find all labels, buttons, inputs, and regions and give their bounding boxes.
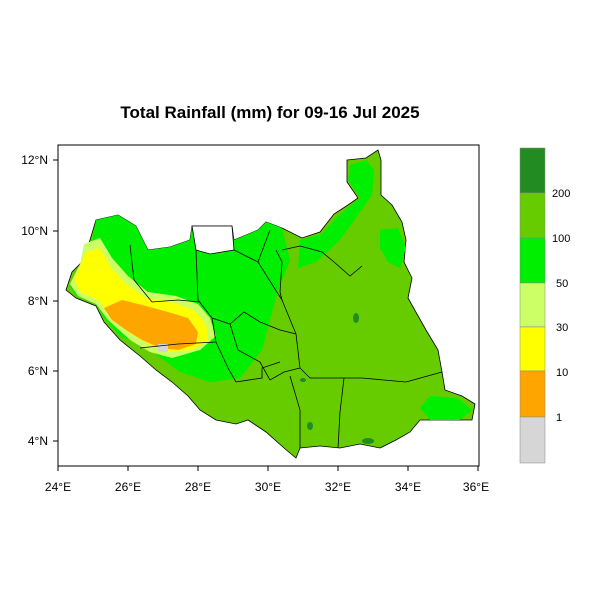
legend-label: 50 xyxy=(556,278,568,290)
excluded-area xyxy=(191,225,235,255)
legend-colorbar xyxy=(519,147,546,464)
x-tick-label: 32°E xyxy=(325,480,351,494)
x-tick-label: 36°E xyxy=(463,480,489,494)
rain-zone-extreme-3 xyxy=(307,422,313,430)
x-tick-label: 24°E xyxy=(45,480,71,494)
rain-zone-extreme-1 xyxy=(353,313,359,323)
x-tick-label: 30°E xyxy=(255,480,281,494)
legend-swatch-very-low xyxy=(519,370,546,418)
rain-zone-moderate-north xyxy=(298,160,374,268)
legend-label: 200 xyxy=(552,188,570,200)
x-axis xyxy=(57,466,479,471)
y-axis xyxy=(53,159,58,442)
legend-label: 1 xyxy=(556,412,562,424)
x-tick-label: 34°E xyxy=(395,480,421,494)
rain-zone-extreme-2 xyxy=(362,438,374,444)
rain-zone-moderate-southeast xyxy=(420,396,472,420)
state-boundaries xyxy=(129,229,443,449)
rain-zone-extreme-4 xyxy=(300,378,306,382)
x-tick-label: 28°E xyxy=(185,480,211,494)
legend-swatch-low xyxy=(519,326,546,372)
legend-swatch-extreme xyxy=(519,147,546,194)
legend-label: 100 xyxy=(552,233,570,245)
legend-swatch-heavy xyxy=(519,192,546,239)
y-tick-label: 12°N xyxy=(21,153,48,167)
legend-label: 10 xyxy=(556,367,568,379)
legend-swatch-none xyxy=(519,416,546,464)
rain-zone-very-low xyxy=(104,300,198,350)
y-tick-label: 4°N xyxy=(28,434,48,448)
map-title: Total Rainfall (mm) for 09-16 Jul 2025 xyxy=(120,103,420,122)
rain-zone-none xyxy=(158,344,168,352)
legend-swatch-light xyxy=(519,282,546,328)
y-tick-label: 8°N xyxy=(28,294,48,308)
legend-label: 30 xyxy=(556,322,568,334)
rain-zone-moderate-east xyxy=(380,228,406,268)
y-tick-label: 10°N xyxy=(21,224,48,238)
y-tick-label: 6°N xyxy=(28,364,48,378)
legend-swatch-moderate xyxy=(519,237,546,284)
x-tick-label: 26°E xyxy=(115,480,141,494)
